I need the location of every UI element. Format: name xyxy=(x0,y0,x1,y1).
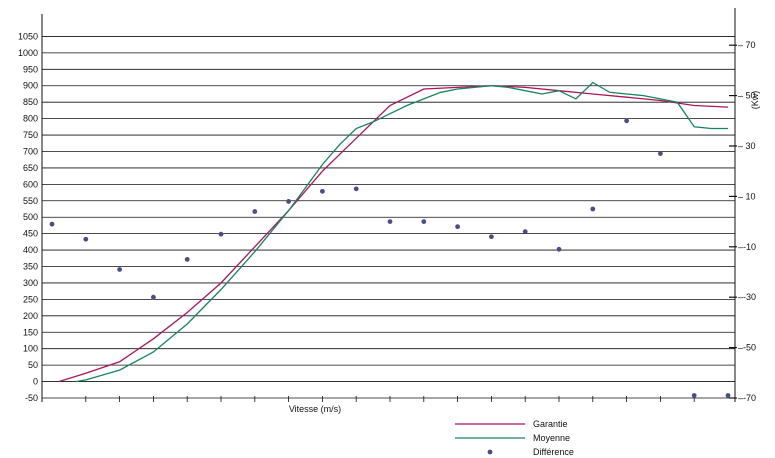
point-2-1 xyxy=(83,236,89,242)
point-2-7 xyxy=(286,199,291,204)
series-line-0 xyxy=(58,85,729,383)
legend-label-2: Différence xyxy=(533,447,574,457)
y-tick-label-10: 450 xyxy=(23,229,38,239)
grid-lines xyxy=(42,36,735,399)
point-2-10 xyxy=(387,219,393,225)
legend-label-0: Garantie xyxy=(533,419,568,429)
y-tick-label-2: 50 xyxy=(28,360,38,370)
y2-tick-label-1: –-50 xyxy=(738,343,756,353)
y-tick-label-21: 1000 xyxy=(18,48,38,58)
point-2-20 xyxy=(725,393,731,398)
y2-tick-label-5: – 30 xyxy=(738,141,756,151)
legend-label-1: Moyenne xyxy=(533,433,570,443)
point-2-5 xyxy=(218,231,224,237)
y-tick-label-11: 500 xyxy=(23,212,38,222)
point-2-8 xyxy=(320,188,325,194)
series-points xyxy=(49,118,731,398)
y-tick-label-7: 300 xyxy=(23,278,38,288)
y2-tick-label-3: –-10 xyxy=(738,242,756,252)
y2-tick-label-0: –-70 xyxy=(738,393,756,403)
point-2-12 xyxy=(455,224,460,230)
y-tick-label-16: 750 xyxy=(23,130,38,140)
y2-tick-label-7: – 70 xyxy=(738,40,756,50)
y-tick-label-1: 0 xyxy=(33,377,38,387)
left-axis: -50 0 50 100 150 200 250 300 350 400 450 500 550 600 6… xyxy=(18,14,43,403)
y-tick-label-3: 100 xyxy=(23,344,38,354)
point-2-16 xyxy=(590,206,596,212)
point-2-4 xyxy=(184,257,190,262)
y2-tick-label-2: –-30 xyxy=(738,292,756,302)
point-2-19 xyxy=(691,393,697,398)
legend-marker-2 xyxy=(487,449,493,455)
y-tick-label-14: 650 xyxy=(23,163,38,173)
y2-tick-label-6: – 50 xyxy=(738,91,756,101)
y-tick-label-13: 600 xyxy=(23,179,38,189)
point-2-13 xyxy=(489,234,494,240)
x-axis xyxy=(85,396,695,402)
y-tick-label-8: 350 xyxy=(23,262,38,272)
y2-tick-label-4: – 10 xyxy=(738,191,756,201)
y-tick-label-17: 800 xyxy=(23,114,38,124)
point-2-18 xyxy=(658,151,663,156)
y-tick-label-9: 400 xyxy=(23,245,38,255)
y-tick-label-22: 1050 xyxy=(18,31,38,41)
y-tick-label-20: 950 xyxy=(23,64,38,74)
y2-axis-title: (Kw) xyxy=(750,91,760,110)
point-2-11 xyxy=(421,219,427,225)
point-2-9 xyxy=(353,186,359,192)
y-tick-label-5: 200 xyxy=(23,311,38,321)
right-axis: –-70 –-50 –-30 –-10 – 10 – 30 – 50 – 70 xyxy=(729,8,756,403)
y-tick-label-15: 700 xyxy=(23,146,38,156)
y-tick-label-12: 550 xyxy=(23,196,38,206)
x-axis-title: Vitesse (m/s) xyxy=(289,404,341,414)
point-2-3 xyxy=(151,294,156,300)
point-2-6 xyxy=(252,209,258,214)
y-tick-label-19: 900 xyxy=(23,81,38,91)
legend: Garantie Moyenne Différence xyxy=(455,419,574,457)
y-tick-label-4: 150 xyxy=(23,327,38,337)
point-2-0 xyxy=(49,221,55,227)
point-2-17 xyxy=(624,118,629,124)
y-tick-label-18: 850 xyxy=(23,97,38,107)
point-2-2 xyxy=(117,267,122,272)
y-tick-label-0: -50 xyxy=(25,393,38,403)
y-tick-label-6: 250 xyxy=(23,294,38,304)
point-2-15 xyxy=(556,246,562,252)
series-lines xyxy=(58,81,729,383)
point-2-14 xyxy=(522,229,528,235)
series-line-1 xyxy=(75,81,728,383)
